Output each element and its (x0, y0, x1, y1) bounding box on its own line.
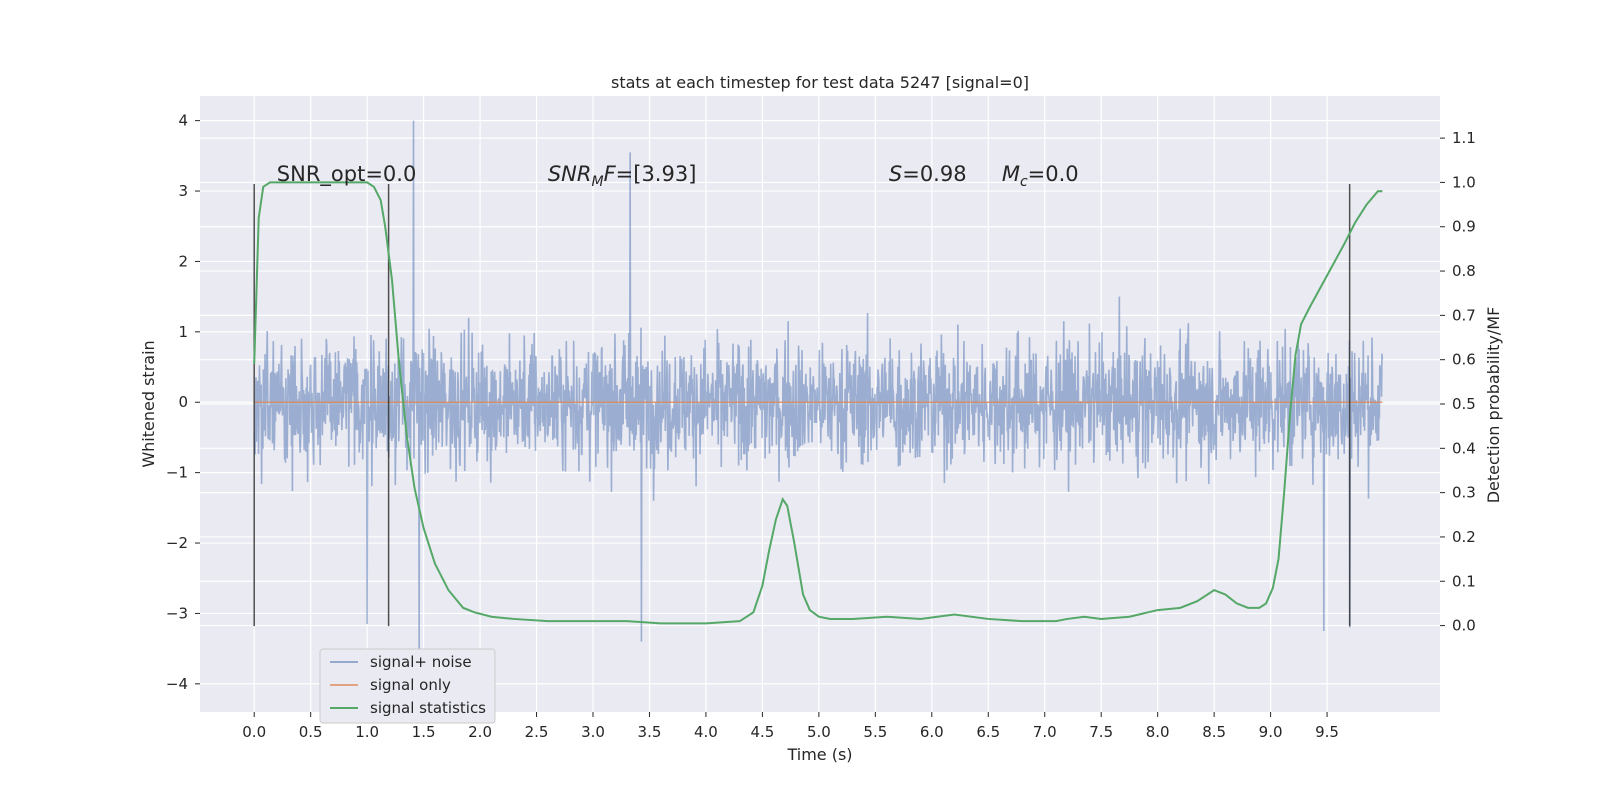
x-tick-label: 2.5 (525, 723, 549, 741)
y-tick-label: 0 (178, 393, 188, 411)
x-tick-label: 3.0 (581, 723, 605, 741)
x-tick-label: 9.0 (1259, 723, 1283, 741)
x-tick-label: 4.5 (750, 723, 774, 741)
x-tick-label: 9.5 (1315, 723, 1339, 741)
y-tick-label: 2 (178, 252, 188, 270)
x-tick-label: 4.0 (694, 723, 718, 741)
y-right-axis-label: Detection probability/MF (1484, 307, 1503, 504)
y-right-tick-label: 0.3 (1452, 484, 1476, 502)
y-tick-label: 4 (178, 112, 188, 130)
y-right-tick-label: 1.1 (1452, 129, 1476, 147)
x-axis-ticks: 0.0 0.5 1.0 1.5 2.0 2.5 3.0 3.5 4.0 4.5 5.0 5.5 6.0 6… (242, 712, 1339, 741)
legend-label-signal-statistics: signal statistics (370, 699, 486, 717)
y-right-tick-label: 0.8 (1452, 262, 1476, 280)
legend: signal+ noise signal only signal statist… (319, 648, 496, 724)
y-tick-label: 3 (178, 182, 188, 200)
y-tick-label: 1 (178, 323, 188, 341)
x-tick-label: 5.0 (807, 723, 831, 741)
legend-box (319, 648, 496, 724)
x-tick-label: 0.5 (299, 723, 323, 741)
y-right-axis-ticks: 1.1 1.0 0.9 0.8 0.7 0.6 0.5 0.4 0.3 0.2 0.1 0.0 (1440, 129, 1476, 635)
y-tick-label: −3 (166, 604, 188, 622)
signal-plus-noise-line (253, 120, 1384, 656)
x-tick-label: 5.5 (863, 723, 887, 741)
y-right-tick-label: 1.0 (1452, 173, 1476, 191)
x-tick-label: 1.0 (355, 723, 379, 741)
x-tick-label: 0.0 (242, 723, 266, 741)
x-tick-label: 8.0 (1146, 723, 1170, 741)
y-right-tick-label: 0.1 (1452, 572, 1476, 590)
signal-statistics-line (253, 181, 1383, 625)
x-tick-label: 2.0 (468, 723, 492, 741)
annotation-2: S=0.98 (889, 162, 967, 186)
x-tick-label: 6.0 (920, 723, 944, 741)
y-right-tick-label: 0.4 (1452, 439, 1476, 457)
y-right-tick-label: 0.9 (1452, 218, 1476, 236)
annotation-1: SNRMF=[3.93] (548, 162, 697, 190)
y-right-tick-label: 0.2 (1452, 528, 1476, 546)
signal-statistics-series (253, 181, 1383, 625)
y-right-tick-label: 0.0 (1452, 617, 1476, 635)
x-tick-label: 8.5 (1202, 723, 1226, 741)
x-axis-label: Time (s) (786, 745, 852, 764)
y-tick-label: −4 (166, 675, 188, 693)
signal-plus-noise-series (253, 120, 1384, 656)
y-right-tick-label: 0.7 (1452, 306, 1476, 324)
y-axis-label: Whitened strain (139, 340, 158, 467)
annotation-0: SNR_opt=0.0 (277, 162, 417, 187)
y-tick-label: −1 (166, 464, 188, 482)
y-right-tick-label: 0.5 (1452, 395, 1476, 413)
x-tick-label: 3.5 (638, 723, 662, 741)
legend-label-signal-only: signal only (370, 676, 451, 694)
annotations: SNR_opt=0.0 SNRMF=[3.93] S=0.98 Mc=0.0 (277, 162, 1079, 190)
x-tick-label: 7.0 (1033, 723, 1057, 741)
y-axis-ticks: 4 3 2 1 0 −1 −2 −3 −4 (166, 112, 200, 693)
annotation-3: Mc=0.0 (1002, 162, 1079, 190)
x-tick-label: 7.5 (1089, 723, 1113, 741)
y-tick-label: −2 (166, 534, 188, 552)
y-right-tick-label: 0.6 (1452, 351, 1476, 369)
x-tick-label: 6.5 (976, 723, 1000, 741)
chart-title: stats at each timestep for test data 524… (611, 73, 1029, 92)
legend-label-signal-plus-noise: signal+ noise (370, 653, 472, 671)
x-tick-label: 1.5 (412, 723, 436, 741)
